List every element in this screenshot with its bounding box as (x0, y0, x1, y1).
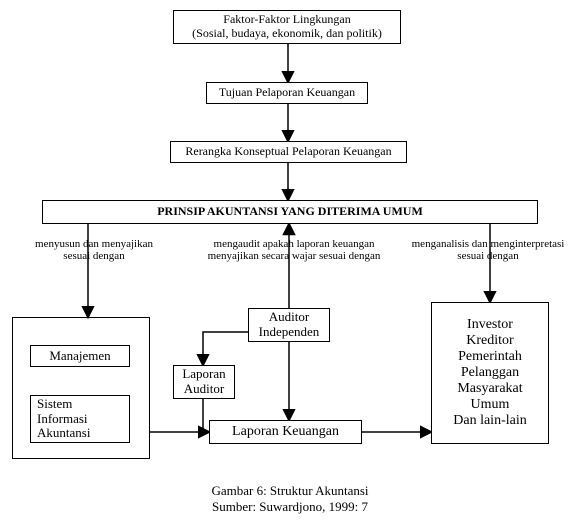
node-auditor-independen: AuditorIndependen (248, 308, 330, 342)
node-tujuan-pelaporan: Tujuan Pelaporan Keuangan (206, 82, 368, 104)
label-menganalisis: menganalisis dan menginterpretasisesuai … (394, 238, 575, 262)
node-laporan-keuangan: Laporan Keuangan (209, 420, 362, 444)
node-laporan-auditor: LaporanAuditor (173, 365, 235, 399)
node-prinsip-akuntansi: PRINSIP AKUNTANSI YANG DITERIMA UMUM (42, 200, 538, 224)
node-sistem-informasi-akuntansi: SistemInformasiAkuntansi (30, 395, 130, 443)
caption-title: Gambar 6: Struktur Akuntansi (140, 484, 440, 498)
node-manajemen: Manajemen (30, 345, 130, 367)
node-investor-dll: InvestorKreditorPemerintahPelangganMasya… (431, 302, 549, 444)
node-faktor-lingkungan: Faktor-Faktor Lingkungan(Sosial, budaya,… (173, 10, 401, 44)
node-rerangka-konseptual: Rerangka Konseptual Pelaporan Keuangan (170, 141, 407, 163)
label-mengaudit: mengaudit apakah laporan keuanganmenyaji… (184, 238, 404, 262)
label-menyusun: menyusun dan menyajikansesuai dengan (14, 238, 174, 262)
caption-source: Sumber: Suwardjono, 1999: 7 (140, 500, 440, 514)
